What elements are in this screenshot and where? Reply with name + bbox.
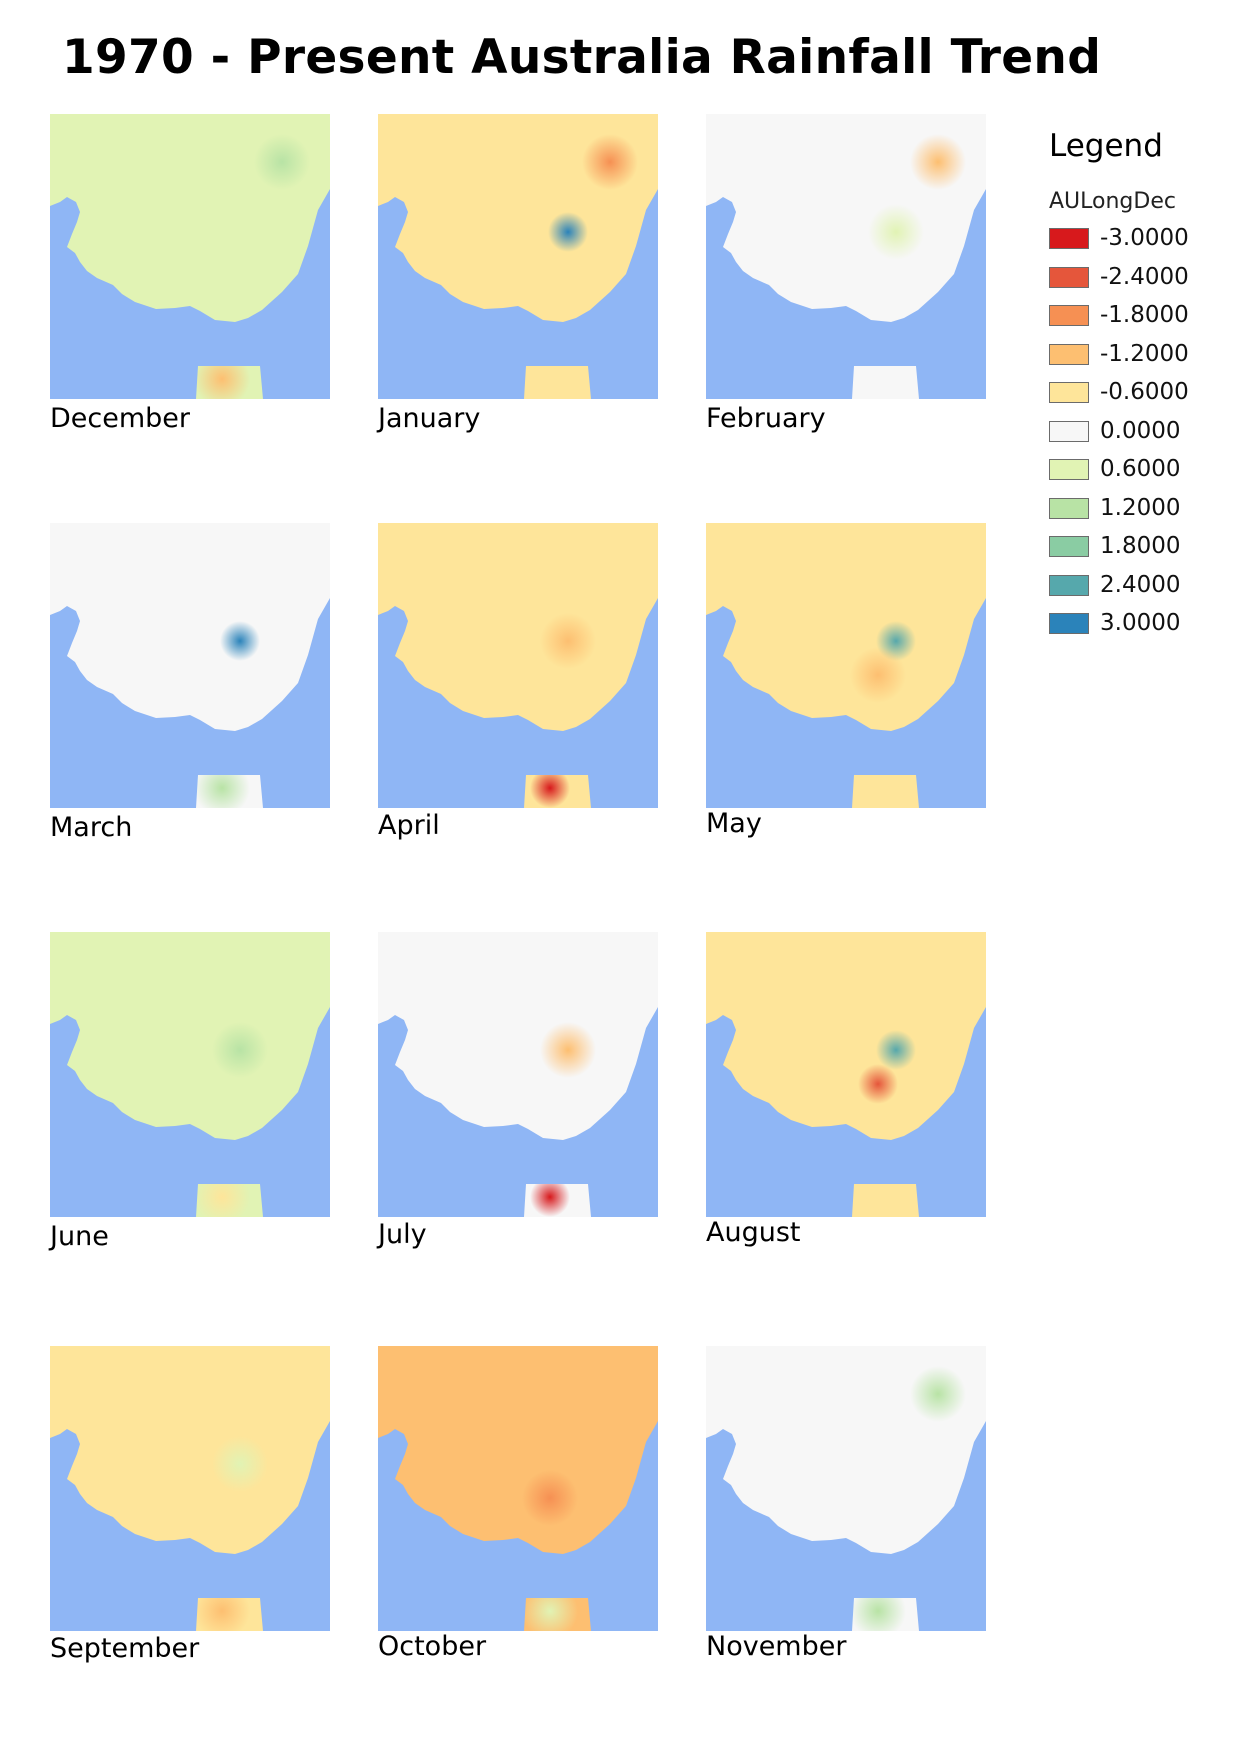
trend-map — [378, 114, 658, 399]
trend-hotspot — [220, 621, 260, 661]
trend-hotspot — [868, 204, 924, 260]
month-label: May — [706, 808, 762, 839]
legend-swatch — [1049, 343, 1089, 365]
legend-swatch — [1049, 497, 1089, 519]
legend-label: -1.2000 — [1100, 340, 1189, 367]
legend-label: 0.0000 — [1100, 417, 1181, 444]
trend-hotspot — [522, 1470, 578, 1526]
trend-hotspot — [548, 212, 588, 252]
legend-swatch — [1049, 420, 1089, 442]
map-panel-november — [706, 1346, 986, 1631]
trend-hotspot — [530, 768, 570, 808]
legend-label: -3.0000 — [1100, 225, 1189, 251]
map-panel-april — [378, 523, 658, 808]
trend-hotspot — [876, 1030, 916, 1070]
legend-label: 1.8000 — [1100, 533, 1181, 559]
month-label: August — [706, 1217, 801, 1248]
map-panel-may — [706, 523, 986, 808]
trend-hotspot — [254, 134, 310, 190]
month-label: December — [50, 403, 191, 434]
trend-map — [706, 523, 986, 808]
trend-hotspot — [540, 613, 596, 669]
map-panel-june — [50, 932, 330, 1217]
month-label: January — [378, 403, 481, 434]
map-panel-september — [50, 1346, 330, 1631]
map-panel-february — [706, 114, 986, 399]
trend-map — [378, 523, 658, 808]
legend-label: -2.4000 — [1100, 263, 1189, 290]
legend-swatch — [1049, 382, 1089, 403]
trend-map — [706, 932, 986, 1217]
month-label: March — [50, 812, 133, 843]
map-panel-august — [706, 932, 986, 1217]
trend-map — [50, 932, 330, 1217]
trend-map — [50, 1346, 330, 1631]
month-label: April — [378, 810, 440, 841]
legend-swatch — [1049, 536, 1089, 557]
map-panel-march — [50, 523, 330, 808]
month-label: June — [50, 1221, 109, 1252]
legend-heading: Legend — [1049, 128, 1163, 164]
trend-map — [378, 932, 658, 1217]
legend-layer-name: AULongDec — [1049, 189, 1176, 214]
map-panel-october — [378, 1346, 658, 1631]
trend-hotspot — [212, 1436, 268, 1492]
legend-label: 0.6000 — [1100, 456, 1181, 482]
month-label: September — [50, 1633, 200, 1664]
legend-label: -0.6000 — [1100, 379, 1189, 405]
month-label: November — [706, 1631, 847, 1662]
month-label: October — [378, 1631, 487, 1662]
legend-swatch — [1049, 228, 1089, 249]
legend-swatch — [1049, 574, 1089, 596]
legend-swatch — [1049, 305, 1089, 326]
trend-map — [50, 523, 330, 808]
month-label: February — [706, 403, 826, 434]
trend-hotspot — [530, 1177, 570, 1217]
legend-label: 1.2000 — [1100, 494, 1181, 521]
legend-label: -1.8000 — [1100, 302, 1189, 328]
legend-swatch — [1049, 459, 1089, 480]
trend-hotspot — [582, 134, 638, 190]
trend-map — [706, 1346, 986, 1631]
map-panel-january — [378, 114, 658, 399]
trend-map — [706, 114, 986, 399]
trend-hotspot — [910, 134, 966, 190]
map-title: 1970 - Present Australia Rainfall Trend — [62, 30, 1102, 85]
map-panel-december — [50, 114, 330, 399]
trend-map — [378, 1346, 658, 1631]
trend-hotspot — [540, 1022, 596, 1078]
trend-hotspot — [858, 1064, 898, 1104]
legend-label: 3.0000 — [1100, 610, 1181, 636]
trend-hotspot — [910, 1366, 966, 1422]
month-label: July — [378, 1219, 427, 1250]
trend-map — [50, 114, 330, 399]
map-panel-july — [378, 932, 658, 1217]
trend-hotspot — [212, 1022, 268, 1078]
trend-hotspot — [850, 647, 906, 703]
legend-swatch — [1049, 613, 1089, 634]
legend-swatch — [1049, 266, 1089, 288]
legend-label: 2.4000 — [1100, 571, 1181, 598]
